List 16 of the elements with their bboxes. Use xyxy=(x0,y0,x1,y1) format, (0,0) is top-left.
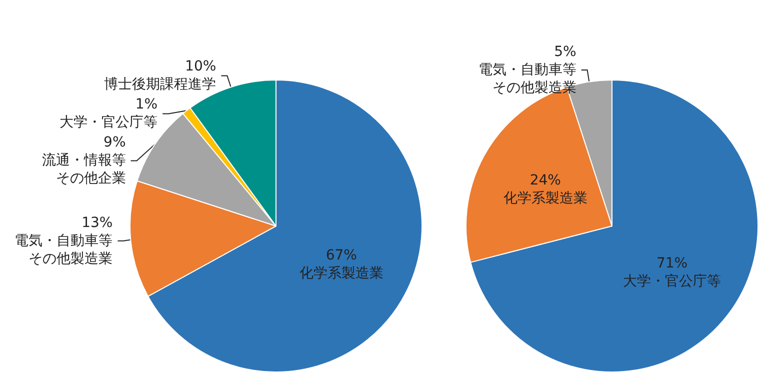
slice-label: 電気・自動車等その他製造業 xyxy=(478,62,576,96)
slice-label: 博士後期課程進学 xyxy=(104,76,216,93)
data-label: 9% xyxy=(104,134,126,151)
slice-label: 電気・自動車等その他製造業 xyxy=(14,232,113,267)
data-label: 5% xyxy=(554,44,576,60)
slice-label: 大学・官公庁等 xyxy=(623,274,722,290)
slice-label: 化学系製造業 xyxy=(299,266,384,282)
data-label: 71% xyxy=(656,256,688,272)
data-label: 10% xyxy=(185,58,216,75)
data-label: 24% xyxy=(530,172,561,188)
slice-label: 大学・官公庁等 xyxy=(60,114,158,131)
data-label: 1% xyxy=(135,96,158,113)
slice-label: 流通・情報等その他企業 xyxy=(42,152,126,187)
slice-label: 化学系製造業 xyxy=(503,190,588,206)
data-label: 13% xyxy=(82,214,113,231)
data-label: 67% xyxy=(326,248,357,264)
